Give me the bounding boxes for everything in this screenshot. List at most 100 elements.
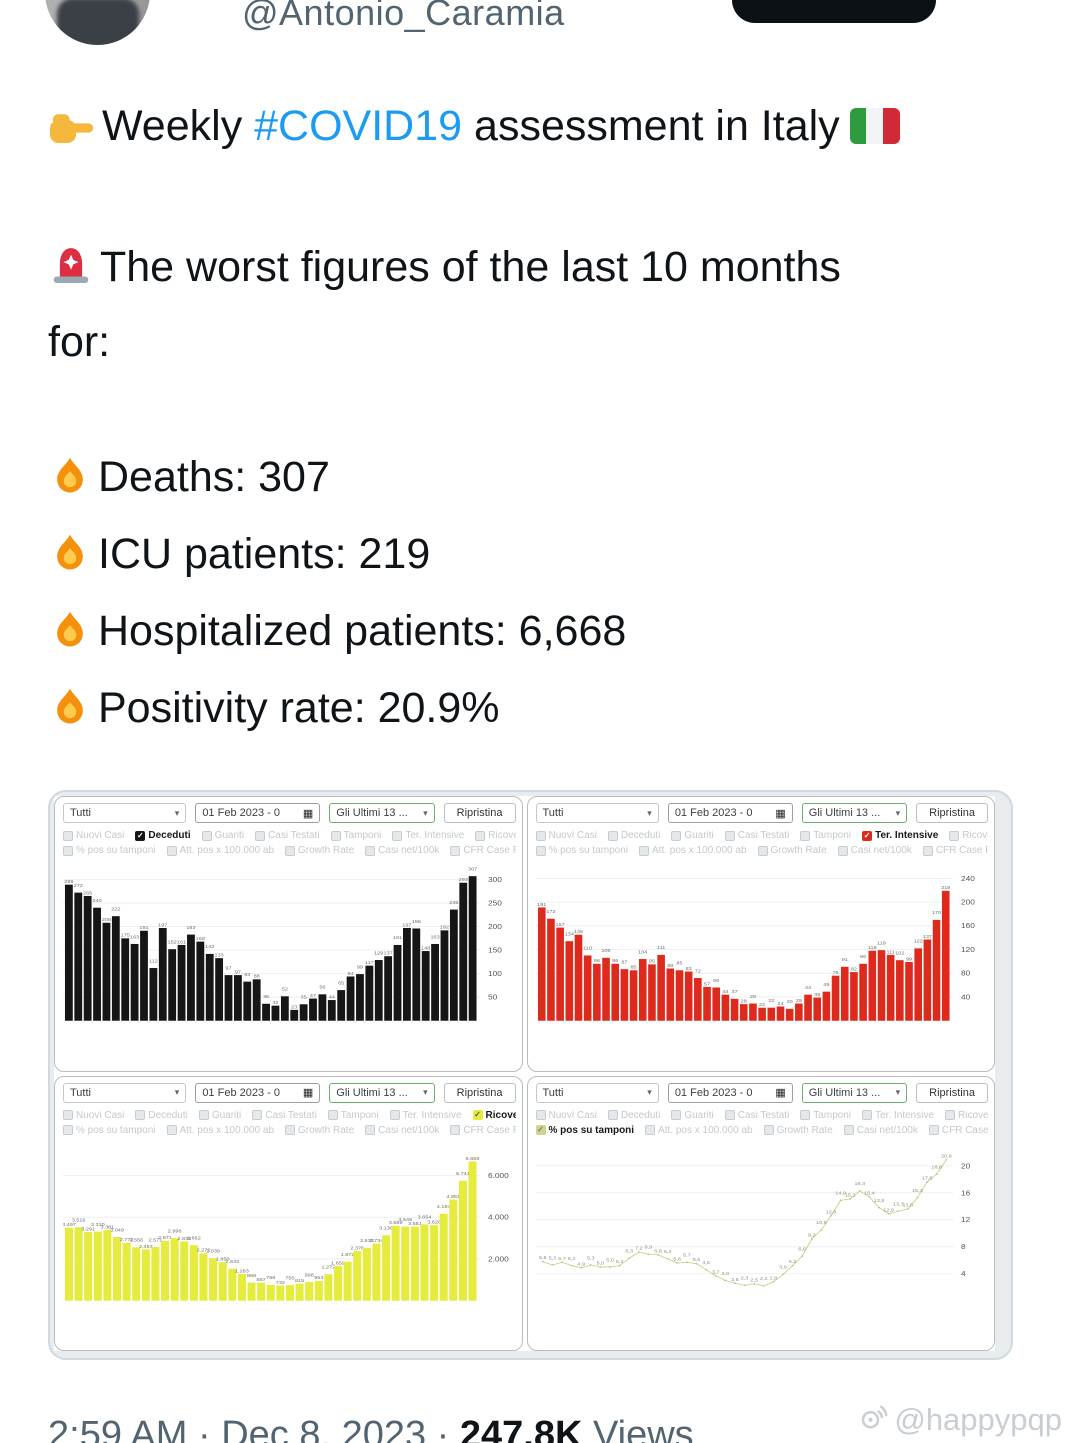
legend-item[interactable]: Tamponi — [800, 1108, 851, 1123]
date-range-input[interactable]: 01 Feb 2023 - 0 ▦ — [195, 1082, 321, 1103]
svg-text:2.998: 2.998 — [168, 1228, 182, 1233]
follow-button[interactable] — [732, 0, 936, 23]
filter-dropdown[interactable]: Tutti ▾ — [535, 803, 659, 823]
stat-hospitalized: Hospitalized patients: 6,668 — [48, 596, 1040, 673]
svg-text:37: 37 — [731, 990, 737, 995]
legend-item[interactable]: % pos su tamponi — [535, 843, 628, 858]
panel-controls: Tutti ▾ 01 Feb 2023 - 0 ▦ Gli Ultimi 13 ..… — [63, 1082, 516, 1104]
legend-item[interactable]: Tamponi — [327, 1108, 379, 1123]
period-dropdown[interactable]: Gli Ultimi 13 ... ▾ — [801, 1082, 908, 1103]
legend-item[interactable]: Att. pos x 100.000 ab — [166, 843, 274, 858]
svg-text:2.457: 2.457 — [139, 1244, 153, 1249]
avatar[interactable] — [45, 0, 150, 45]
legend-item[interactable]: Att. pos x 100.000 ab — [645, 1123, 753, 1138]
legend-item[interactable]: Nuovi Casi — [535, 1108, 597, 1123]
legend-item[interactable]: Guariti — [198, 1108, 241, 1123]
legend-item[interactable]: Deceduti — [607, 1108, 660, 1123]
legend-item[interactable]: Nuovi Casi — [535, 828, 597, 843]
legend-item[interactable]: ✓Ricoverati — [472, 1109, 516, 1121]
legend-item[interactable]: Growth Rate — [757, 843, 827, 858]
legend-item[interactable]: Casi net/100k — [365, 1123, 439, 1138]
svg-text:3.516: 3.516 — [72, 1217, 86, 1222]
legend-checkbox-icon — [928, 1125, 939, 1135]
legend-item[interactable]: Growth Rate — [763, 1123, 833, 1138]
reset-button[interactable]: Ripristina — [916, 1082, 988, 1103]
legend-item[interactable]: Tamponi — [330, 828, 381, 843]
svg-text:1.659: 1.659 — [331, 1260, 345, 1265]
svg-text:137: 137 — [922, 934, 931, 939]
svg-text:5,0: 5,0 — [606, 1257, 614, 1262]
date-range-input[interactable]: 01 Feb 2023 - 0 ▦ — [195, 803, 321, 823]
svg-text:2.571: 2.571 — [149, 1237, 163, 1242]
legend-item[interactable]: Ricoverati — [945, 1108, 988, 1123]
svg-text:197: 197 — [402, 923, 411, 928]
svg-text:898: 898 — [305, 1272, 314, 1277]
svg-text:196: 196 — [412, 919, 421, 924]
filter-dropdown[interactable]: Tutti ▾ — [63, 803, 187, 823]
legend-item[interactable]: CFR Case Fatality Rate — [922, 843, 988, 858]
svg-text:208: 208 — [102, 918, 111, 923]
period-dropdown[interactable]: Gli Ultimi 13 ... ▾ — [801, 803, 908, 823]
legend-item[interactable]: ✓ Ter. Intensive — [862, 830, 939, 841]
legend-item[interactable]: ✓% pos su tamponi — [535, 1124, 635, 1136]
legend-item[interactable]: Ter. Intensive — [392, 828, 464, 843]
legend-item[interactable]: Nuovi Casi — [63, 828, 124, 843]
legend-item[interactable]: Att. pos x 100.000 ab — [166, 1123, 274, 1138]
chevron-down-icon: ▾ — [174, 1087, 180, 1097]
dashboard-image[interactable]: Tutti ▾ 01 Feb 2023 - 0 ▦ Gli Ultimi 13 ..… — [48, 790, 1013, 1360]
legend-item[interactable]: Guariti — [671, 828, 714, 843]
svg-text:120: 120 — [960, 946, 974, 954]
reset-button[interactable]: Ripristina — [916, 803, 988, 823]
legend-item[interactable]: ✓ Deceduti — [135, 830, 191, 841]
legend-item[interactable]: Ricoverati — [949, 828, 988, 843]
legend-item[interactable]: Att. pos x 100.000 ab — [639, 843, 747, 858]
svg-text:3.310: 3.310 — [91, 1222, 105, 1227]
legend-item[interactable]: Casi net/100k — [843, 1123, 918, 1138]
date-range-input[interactable]: 01 Feb 2023 - 0 ▦ — [667, 803, 793, 823]
legend-item[interactable]: Casi Testati — [252, 1108, 317, 1123]
svg-text:3.291: 3.291 — [81, 1226, 95, 1231]
legend-item[interactable]: Growth Rate — [285, 1123, 354, 1138]
legend-checkbox-icon — [724, 1110, 735, 1120]
legend-item[interactable]: Guariti — [201, 828, 244, 843]
filter-dropdown[interactable]: Tutti ▾ — [63, 1082, 187, 1103]
legend-item[interactable]: Ter. Intensive — [389, 1108, 462, 1123]
fire-icon — [48, 680, 92, 750]
legend-item[interactable]: Deceduti — [607, 828, 660, 843]
legend-item[interactable]: CFR Case Fatality Rate — [928, 1123, 988, 1138]
legend-item[interactable]: CFR Case Fatality Rate — [450, 1123, 516, 1138]
period-dropdown[interactable]: Gli Ultimi 13 ... ▾ — [329, 803, 435, 823]
legend-item[interactable]: Casi Testati — [724, 828, 789, 843]
legend-item[interactable]: Casi net/100k — [365, 843, 439, 858]
legend-item[interactable]: Deceduti — [135, 1108, 188, 1123]
date-range-input[interactable]: 01 Feb 2023 - 0 ▦ — [667, 1082, 793, 1103]
chevron-down-icon: ▾ — [895, 1087, 901, 1097]
legend-item[interactable]: Tamponi — [800, 828, 851, 843]
svg-text:20,9: 20,9 — [940, 1153, 951, 1158]
filter-dropdown[interactable]: Tutti ▾ — [535, 1082, 659, 1103]
svg-text:163: 163 — [130, 935, 139, 940]
deaths-bar-chart: 50 100 150 200 250 300 289 272 265 240 208 222 175 16… — [63, 861, 516, 1024]
legend-checkbox-icon — [535, 845, 546, 856]
svg-text:104: 104 — [638, 950, 647, 955]
period-dropdown[interactable]: Gli Ultimi 13 ... ▾ — [329, 1082, 435, 1103]
svg-text:265: 265 — [83, 891, 92, 896]
legend-item[interactable]: % pos su tamponi — [63, 1123, 156, 1138]
legend-item[interactable]: Casi net/100k — [837, 843, 912, 858]
legend-item[interactable]: CFR Case Fatality Rate — [450, 843, 516, 858]
reset-button[interactable]: Ripristina — [443, 803, 516, 823]
legend-item[interactable]: Growth Rate — [285, 843, 354, 858]
legend-item[interactable]: % pos su tamponi — [63, 843, 156, 858]
legend-item[interactable]: Ricoverati — [475, 828, 516, 843]
tweet-meta: 2:59 AM · Dec 8, 2023 · 247.8K Views — [48, 1414, 1040, 1443]
hashtag-link[interactable]: #COVID19 — [254, 102, 463, 150]
legend-item[interactable]: Guariti — [671, 1108, 714, 1123]
legend-item[interactable]: Nuovi Casi — [63, 1108, 124, 1123]
legend-item[interactable]: Ter. Intensive — [862, 1108, 934, 1123]
legend-item[interactable]: Casi Testati — [724, 1108, 789, 1123]
legend-checkbox-icon — [63, 830, 73, 841]
legend-item[interactable]: Casi Testati — [255, 828, 320, 843]
reset-button[interactable]: Ripristina — [443, 1082, 516, 1103]
legend-checkbox-icon — [862, 1110, 873, 1120]
user-handle[interactable]: @Antonio_Caramia — [242, 0, 565, 33]
